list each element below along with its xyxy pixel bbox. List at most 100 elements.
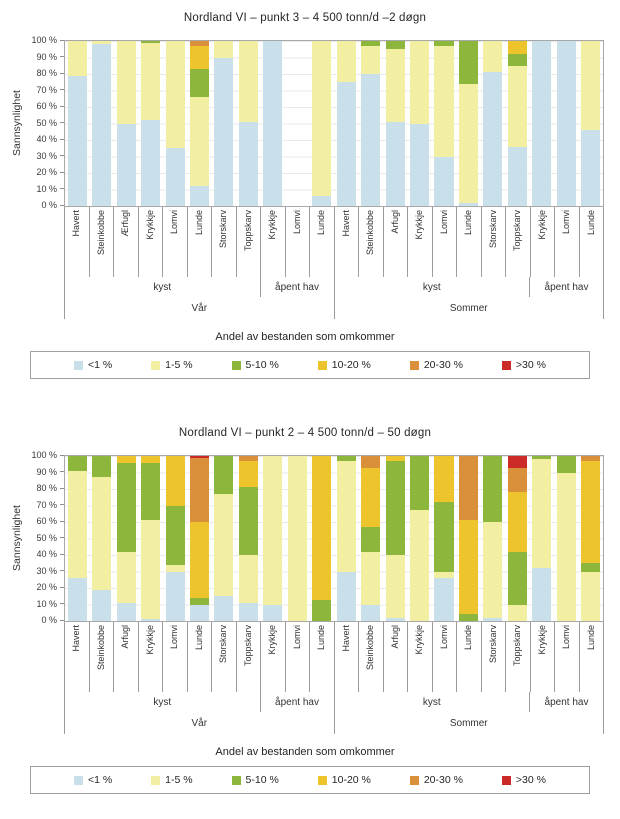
species-label-cell: Krykkje bbox=[261, 622, 286, 692]
bar-slot bbox=[456, 456, 480, 621]
y-tick-label: 60 % bbox=[36, 515, 57, 526]
stacked-bar bbox=[92, 41, 112, 206]
bar-segment bbox=[556, 456, 576, 473]
bar-slot bbox=[65, 456, 89, 621]
legend-label: 20-30 % bbox=[423, 359, 463, 371]
species-label: Havert bbox=[340, 210, 351, 237]
bar-segment bbox=[532, 459, 552, 569]
bar-segment bbox=[507, 65, 527, 147]
y-tick-mark bbox=[60, 471, 64, 472]
species-label-cell: Toppskarv bbox=[237, 207, 261, 277]
legend-label: 1-5 % bbox=[165, 359, 193, 371]
bar-slot bbox=[236, 456, 260, 621]
bar-slot bbox=[579, 456, 603, 621]
bar-segment bbox=[581, 41, 601, 131]
species-label-cell: Lunde bbox=[580, 207, 604, 277]
species-label: Havert bbox=[340, 625, 351, 652]
legend-item: 10-20 % bbox=[317, 774, 371, 786]
legend-swatch bbox=[73, 360, 83, 370]
bar-slot bbox=[432, 456, 456, 621]
species-label: Lomvi bbox=[169, 625, 180, 650]
bar-slot bbox=[554, 41, 578, 206]
bar-segment bbox=[141, 520, 161, 620]
bar-segment bbox=[214, 596, 234, 621]
species-label: Krykkje bbox=[267, 625, 278, 655]
y-tick-label: 80 % bbox=[36, 67, 57, 78]
stacked-bar bbox=[312, 456, 332, 621]
y-axis: 100 % 90 % 80 % 70 % 60 % 50 % 40 % 30 % 20 % 10 … bbox=[28, 450, 64, 625]
bar-slot bbox=[89, 456, 113, 621]
bar-segment bbox=[238, 121, 258, 206]
season-label: Sommer bbox=[335, 297, 604, 319]
species-label-cell: Havert bbox=[335, 622, 359, 692]
legend-label: >30 % bbox=[515, 774, 546, 786]
bar-segment bbox=[214, 493, 234, 597]
legend-swatch bbox=[151, 775, 161, 785]
species-label: Krykkje bbox=[144, 625, 155, 655]
bar-segment bbox=[141, 42, 161, 121]
species-label-cell: Lomvi bbox=[286, 622, 310, 692]
stacked-bar bbox=[532, 41, 552, 206]
bar-segment bbox=[165, 148, 185, 206]
bar-segment bbox=[238, 460, 258, 488]
stacked-bar bbox=[288, 41, 307, 206]
bar-segment bbox=[214, 41, 234, 58]
bar-slot bbox=[383, 41, 407, 206]
species-label-cell: Krykkje bbox=[531, 622, 555, 692]
bar-segment bbox=[67, 578, 87, 621]
species-label: Arfugl bbox=[120, 625, 131, 649]
species-label-cell: Lunde bbox=[457, 207, 482, 277]
bar-segment bbox=[483, 72, 503, 206]
bar-segment bbox=[434, 456, 454, 503]
species-labels-row: Havert Steinkobbe Ærfugl Krykkje Lomvi Lunde S… bbox=[64, 207, 604, 277]
species-label: Storskarv bbox=[218, 210, 229, 249]
legend-item: 5-10 % bbox=[231, 359, 279, 371]
bar-segment bbox=[141, 120, 161, 206]
stacked-bar bbox=[165, 41, 185, 206]
bar-segment bbox=[507, 456, 527, 468]
species-label-cell: Lomvi bbox=[433, 622, 457, 692]
bar-segment bbox=[336, 82, 356, 206]
stacked-bar bbox=[189, 41, 210, 206]
bar-segment bbox=[189, 97, 210, 187]
species-label-cell: Toppskarv bbox=[506, 622, 531, 692]
bar-segment bbox=[361, 74, 381, 206]
species-label-cell: Krykkje bbox=[531, 207, 555, 277]
species-label: Storskarv bbox=[487, 210, 498, 249]
y-tick-label: 80 % bbox=[36, 482, 57, 493]
bar-segment bbox=[116, 123, 136, 206]
legend-swatch bbox=[151, 360, 161, 370]
y-tick-label: 0 % bbox=[41, 199, 57, 210]
legend-swatch bbox=[231, 775, 241, 785]
bar-segment bbox=[434, 571, 454, 579]
bar-segment bbox=[263, 604, 283, 621]
y-tick-label: 30 % bbox=[36, 150, 57, 161]
y-tick-mark bbox=[60, 56, 64, 57]
bar-segment bbox=[361, 604, 381, 621]
bar-slot bbox=[383, 456, 407, 621]
y-tick-label: 40 % bbox=[36, 133, 57, 144]
y-tick-mark bbox=[60, 138, 64, 140]
bar-slot bbox=[163, 456, 187, 621]
species-label: Krykkje bbox=[536, 210, 547, 240]
bar-segment bbox=[165, 571, 185, 621]
group-label: åpent hav bbox=[261, 692, 335, 712]
bar-slot bbox=[334, 456, 358, 621]
bar-segment bbox=[385, 121, 405, 206]
bar-slot bbox=[481, 456, 505, 621]
species-label-cell: Toppskarv bbox=[237, 622, 261, 692]
bar-segment bbox=[458, 83, 478, 203]
bar-segment bbox=[189, 45, 210, 70]
legend-label: <1 % bbox=[87, 359, 113, 371]
y-tick-mark bbox=[60, 204, 64, 206]
legend-swatch bbox=[73, 775, 83, 785]
bar-segment bbox=[165, 41, 185, 149]
y-axis-title-text: Sannsynlighet bbox=[11, 504, 23, 571]
bar-segment bbox=[141, 456, 161, 463]
legend-item: 20-30 % bbox=[409, 359, 463, 371]
y-tick-label: 0 % bbox=[41, 614, 57, 625]
plot-main: Havert Steinkobbe Ærfugl Krykkje Lomvi Lunde S… bbox=[64, 40, 604, 319]
species-label-cell: Havert bbox=[335, 207, 359, 277]
species-label-cell: Lomvi bbox=[555, 622, 580, 692]
stacked-bar bbox=[214, 456, 234, 621]
